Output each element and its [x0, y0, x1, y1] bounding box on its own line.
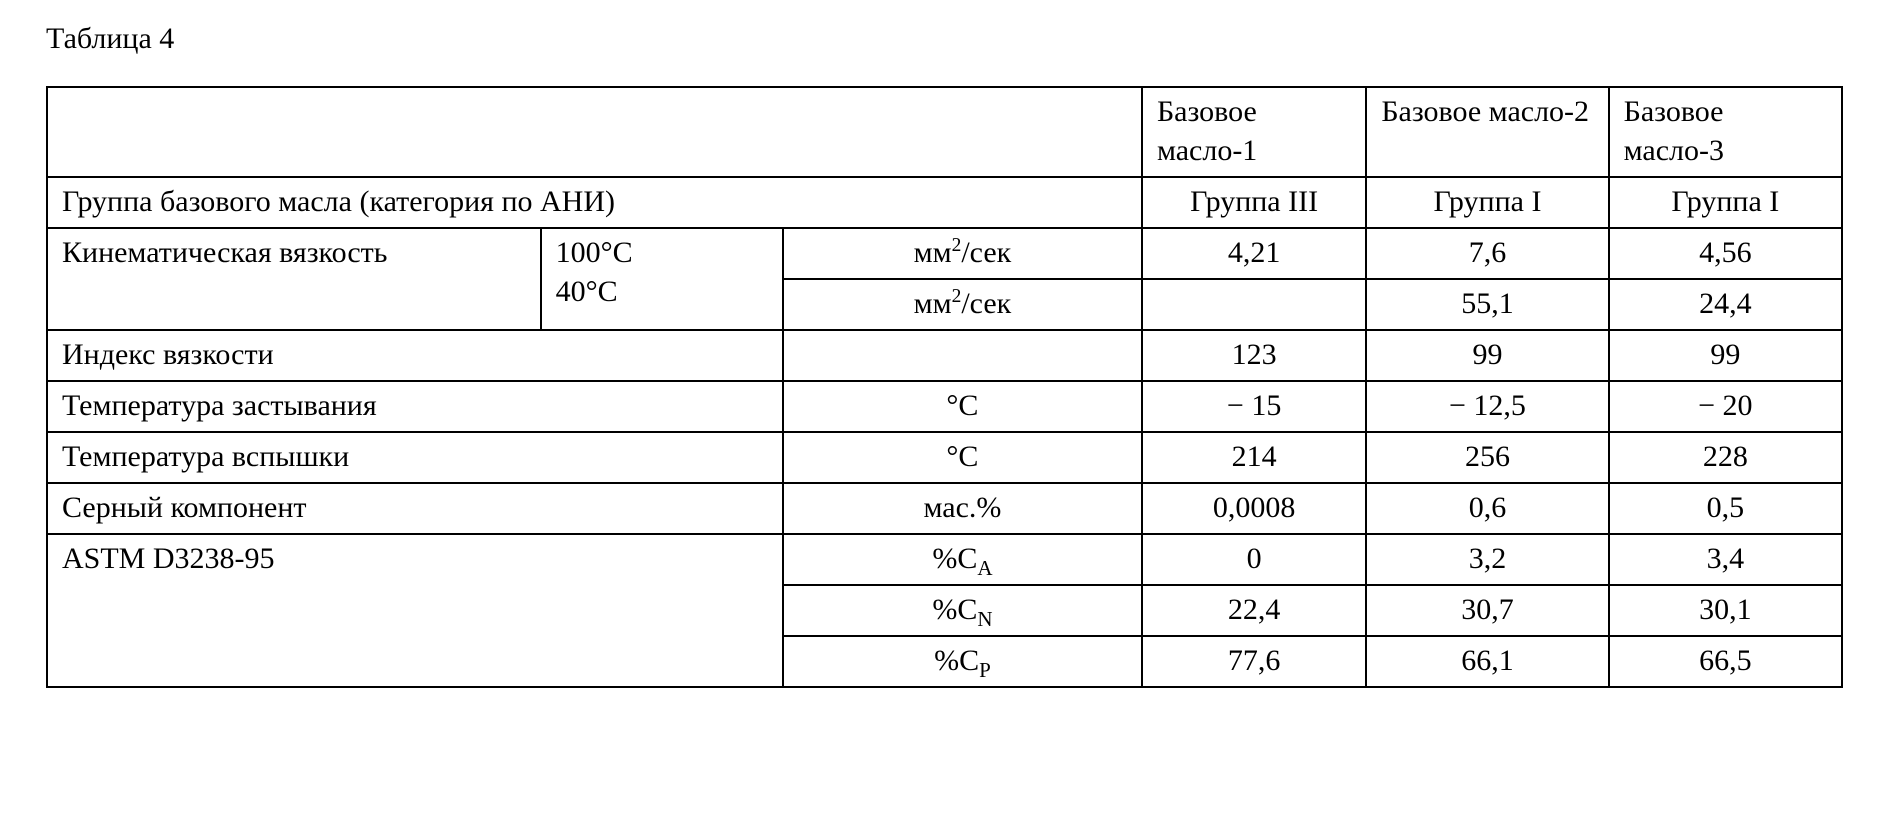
astm-cp-v1: 77,6: [1142, 636, 1366, 687]
kv-100-v2: 7,6: [1366, 228, 1608, 279]
astm-cp-v2: 66,1: [1366, 636, 1608, 687]
table-caption: Таблица 4: [46, 20, 1849, 58]
vi-unit: [783, 330, 1142, 381]
flash-v2: 256: [1366, 432, 1608, 483]
astm-ca-v3: 3,4: [1609, 534, 1842, 585]
kv-100-v3: 4,56: [1609, 228, 1842, 279]
sulf-v2: 0,6: [1366, 483, 1608, 534]
sulf-label: Серный компонент: [47, 483, 783, 534]
api-group-v1: Группа III: [1142, 177, 1366, 228]
flash-label: Температура вспышки: [47, 432, 783, 483]
astm-label: ASTM D3238-95: [47, 534, 783, 687]
row-flash: Температура вспышки °С 214 256 228: [47, 432, 1842, 483]
row-astm-ca: ASTM D3238-95 %СA 0 3,2 3,4: [47, 534, 1842, 585]
astm-cp-unit: %СP: [783, 636, 1142, 687]
astm-cn-v2: 30,7: [1366, 585, 1608, 636]
astm-ca-unit: %СA: [783, 534, 1142, 585]
flash-unit: °С: [783, 432, 1142, 483]
api-group-v3: Группа I: [1609, 177, 1842, 228]
astm-cn-v3: 30,1: [1609, 585, 1842, 636]
api-group-label: Группа базового масла (категория по АНИ): [47, 177, 1142, 228]
pour-v1: − 15: [1142, 381, 1366, 432]
header-row: Базовое масло-1 Базовое масло-2 Базовое …: [47, 87, 1842, 177]
sulf-unit: мас.%: [783, 483, 1142, 534]
col-oil1: Базовое масло-1: [1142, 87, 1366, 177]
sulf-v3: 0,5: [1609, 483, 1842, 534]
kv-40-v3: 24,4: [1609, 279, 1842, 330]
flash-v3: 228: [1609, 432, 1842, 483]
api-group-v2: Группа I: [1366, 177, 1608, 228]
pour-v2: − 12,5: [1366, 381, 1608, 432]
vi-v3: 99: [1609, 330, 1842, 381]
row-api-group: Группа базового масла (категория по АНИ)…: [47, 177, 1842, 228]
kv-t100: 100°С: [556, 236, 633, 269]
vi-v2: 99: [1366, 330, 1608, 381]
vi-label: Индекс вязкости: [47, 330, 783, 381]
vi-v1: 123: [1142, 330, 1366, 381]
row-kv-100: Кинематическая вязкость 100°С 40°С мм2/с…: [47, 228, 1842, 279]
specs-table: Базовое масло-1 Базовое масло-2 Базовое …: [46, 86, 1843, 688]
kv-temps: 100°С 40°С: [541, 228, 783, 330]
kv-40-v2: 55,1: [1366, 279, 1608, 330]
pour-label: Температура застывания: [47, 381, 783, 432]
astm-cn-v1: 22,4: [1142, 585, 1366, 636]
sulf-v1: 0,0008: [1142, 483, 1366, 534]
kv-unit-100: мм2/сек: [783, 228, 1142, 279]
astm-ca-v1: 0: [1142, 534, 1366, 585]
astm-cp-v3: 66,5: [1609, 636, 1842, 687]
kv-t40: 40°С: [556, 275, 618, 308]
row-pour: Температура застывания °С − 15 − 12,5 − …: [47, 381, 1842, 432]
pour-v3: − 20: [1609, 381, 1842, 432]
row-vi: Индекс вязкости 123 99 99: [47, 330, 1842, 381]
pour-unit: °С: [783, 381, 1142, 432]
kv-100-v1: 4,21: [1142, 228, 1366, 279]
flash-v1: 214: [1142, 432, 1366, 483]
col-oil2: Базовое масло-2: [1366, 87, 1608, 177]
astm-ca-v2: 3,2: [1366, 534, 1608, 585]
row-sulfur: Серный компонент мас.% 0,0008 0,6 0,5: [47, 483, 1842, 534]
kv-label: Кинематическая вязкость: [47, 228, 541, 330]
col-oil3: Базовое масло-3: [1609, 87, 1842, 177]
header-blank: [47, 87, 1142, 177]
astm-cn-unit: %СN: [783, 585, 1142, 636]
kv-40-v1: [1142, 279, 1366, 330]
kv-unit-40: мм2/сек: [783, 279, 1142, 330]
